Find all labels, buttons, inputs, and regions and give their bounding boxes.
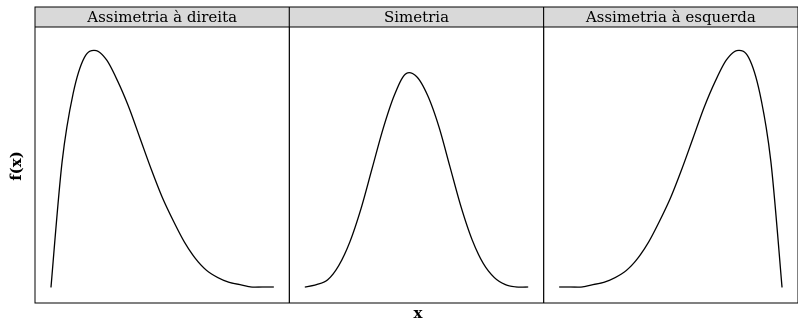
density-curve-1: [50, 49, 274, 288]
y-axis-label: f(x): [7, 151, 25, 181]
panel-strip-label-2: Simetria: [384, 8, 449, 26]
panel-3: Assimetria à esquerda: [543, 6, 798, 304]
x-axis-label: x: [414, 304, 424, 322]
panel-frame-1: [34, 26, 290, 304]
panel-strip-label-1: Assimetria à direita: [86, 8, 237, 26]
panel-frame-3: [543, 26, 798, 304]
panel-1: Assimetria à direita: [34, 6, 290, 304]
panels-layer: Assimetria à direita Simetria Assimetria à…: [34, 6, 798, 304]
density-curve-3: [559, 49, 783, 288]
panel-2: Simetria: [288, 6, 545, 304]
density-curve-2: [304, 71, 529, 288]
panel-frame-2: [288, 26, 545, 304]
panel-strip-label-3: Assimetria à esquerda: [585, 8, 756, 26]
